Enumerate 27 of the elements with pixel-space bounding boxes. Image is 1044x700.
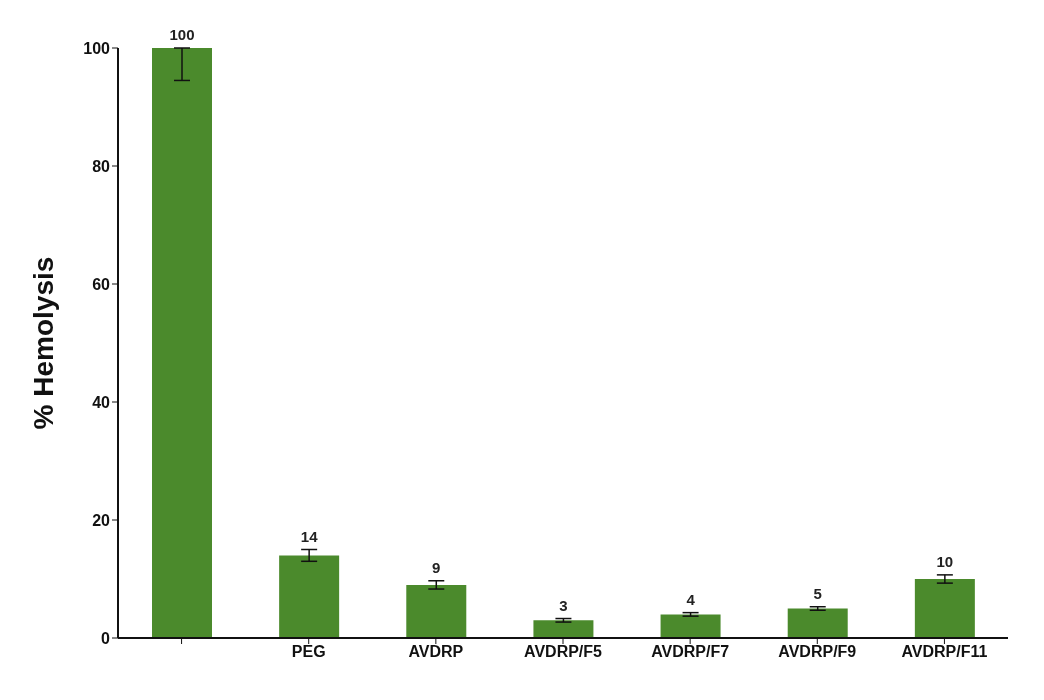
y-tick-label: 0: [101, 629, 111, 647]
bar: [406, 584, 467, 638]
y-tick-label: 20: [92, 511, 111, 529]
bar: [152, 48, 212, 638]
x-tick-label: PEG: [291, 643, 326, 661]
y-axis-title: % Hemolysis: [27, 256, 59, 430]
bar: [533, 620, 594, 638]
y-tick-label: 100: [83, 39, 111, 57]
y-tick-label: 40: [92, 393, 111, 411]
x-tick-label: AVDRP/F5: [524, 643, 603, 661]
bar: [914, 579, 975, 638]
x-tick-label: AVDRP/F7: [651, 643, 730, 661]
bar: [787, 608, 848, 638]
bar: [279, 555, 340, 638]
data-label: 3: [559, 596, 568, 614]
data-label: 9: [432, 558, 441, 576]
x-tick-label: AVDRP/F11: [901, 643, 988, 661]
y-tick-label: 80: [92, 157, 111, 175]
bar: [660, 614, 721, 638]
data-label: 10: [936, 552, 954, 570]
y-tick-label: 60: [92, 275, 111, 293]
data-label: 4: [686, 590, 696, 608]
x-tick-label: AVDRP/F9: [778, 643, 857, 661]
x-tick-label: AVDRP: [408, 643, 464, 661]
data-label: 100: [169, 26, 195, 43]
data-label: 5: [813, 584, 822, 602]
data-label: 14: [300, 527, 319, 545]
